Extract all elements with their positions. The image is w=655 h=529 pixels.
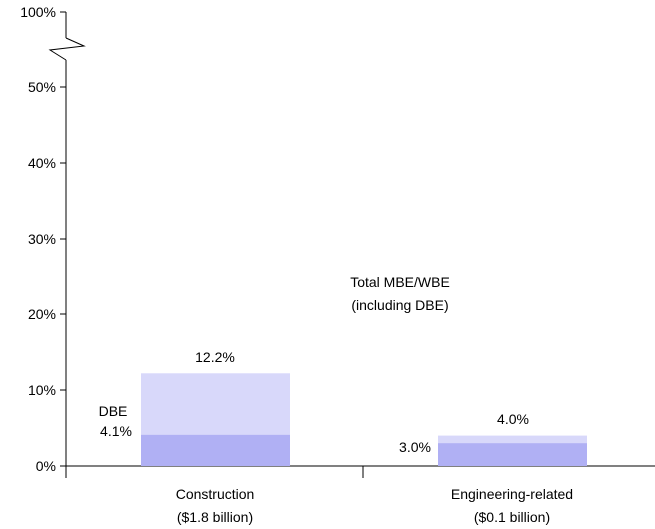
y-ticks: 0% 10% 20% 30% 40% 50% 100%	[20, 4, 66, 474]
bar-engineering-related-dbe	[438, 443, 587, 466]
annotation-total-line1: Total MBE/WBE	[350, 274, 450, 290]
y-tick-label: 0%	[36, 458, 56, 474]
annotation-total-line2: (including DBE)	[351, 297, 448, 313]
annotation-dbe: DBE	[99, 403, 128, 419]
y-tick-label: 20%	[28, 306, 56, 322]
y-tick-label: 50%	[28, 79, 56, 95]
category-label-construction: Construction	[176, 486, 255, 502]
data-label-engineering-total: 4.0%	[497, 411, 529, 427]
y-tick-label: 100%	[20, 4, 56, 20]
category-label-engineering: Engineering-related	[451, 486, 573, 502]
data-label-construction-dbe: 4.1%	[100, 423, 132, 439]
y-tick-label: 10%	[28, 382, 56, 398]
axis-break-mark	[48, 37, 86, 61]
bars	[141, 373, 587, 466]
y-tick-label: 40%	[28, 155, 56, 171]
data-label-construction-total: 12.2%	[195, 349, 235, 365]
data-label-engineering-dbe: 3.0%	[399, 439, 431, 455]
y-tick-label: 30%	[28, 231, 56, 247]
y-axis	[48, 12, 655, 478]
category-subtitle-engineering: ($0.1 billion)	[474, 509, 550, 525]
category-subtitle-construction: ($1.8 billion)	[177, 509, 253, 525]
x-ticks	[65, 466, 364, 478]
bar-construction-dbe	[141, 434, 290, 466]
